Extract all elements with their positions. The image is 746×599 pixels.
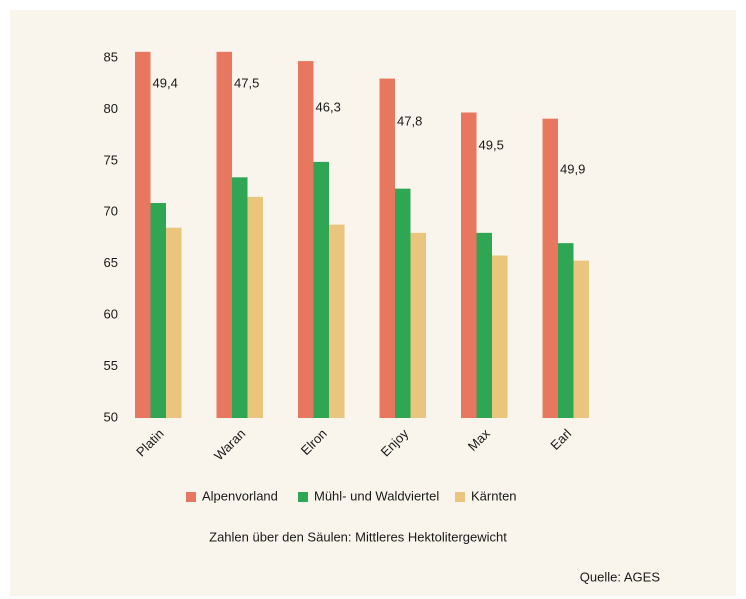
annotation: 49,9 — [560, 161, 585, 176]
y-tick-label: 50 — [104, 409, 118, 424]
bar — [379, 78, 395, 419]
legend-swatch — [455, 492, 465, 502]
bar — [461, 112, 477, 418]
annotation: 49,4 — [153, 75, 178, 90]
bar — [492, 255, 508, 418]
bar — [216, 51, 232, 418]
source: Quelle: AGES — [580, 569, 661, 584]
bar — [542, 118, 558, 418]
y-tick-label: 70 — [104, 204, 118, 219]
annotation: 47,5 — [234, 75, 259, 90]
legend-label: Kärnten — [471, 488, 517, 503]
bar — [573, 260, 589, 418]
legend-swatch — [186, 492, 196, 502]
bar — [166, 227, 182, 418]
bar — [298, 61, 314, 418]
annotation: 47,8 — [397, 113, 422, 128]
y-tick-label: 60 — [104, 307, 118, 322]
bar — [247, 196, 263, 418]
y-tick-label: 80 — [104, 101, 118, 116]
legend-swatch — [298, 492, 308, 502]
bar — [313, 161, 329, 418]
annotation: 46,3 — [316, 99, 341, 114]
bar — [150, 203, 166, 418]
y-tick-label: 55 — [104, 358, 118, 373]
y-tick-label: 65 — [104, 255, 118, 270]
panel — [10, 10, 736, 596]
annotation: 49,5 — [479, 137, 504, 152]
bar — [329, 224, 345, 418]
bar — [232, 177, 248, 418]
y-tick-label: 85 — [104, 49, 118, 64]
note: Zahlen über den Säulen: Mittleres Hektol… — [209, 529, 507, 544]
bar — [395, 188, 411, 418]
y-tick-label: 75 — [104, 152, 118, 167]
bar — [558, 243, 574, 418]
bar — [135, 51, 151, 418]
legend-label: Alpenvorland — [202, 488, 278, 503]
bar — [410, 232, 426, 418]
bar — [476, 232, 492, 418]
legend-label: Mühl- und Waldviertel — [314, 488, 439, 503]
